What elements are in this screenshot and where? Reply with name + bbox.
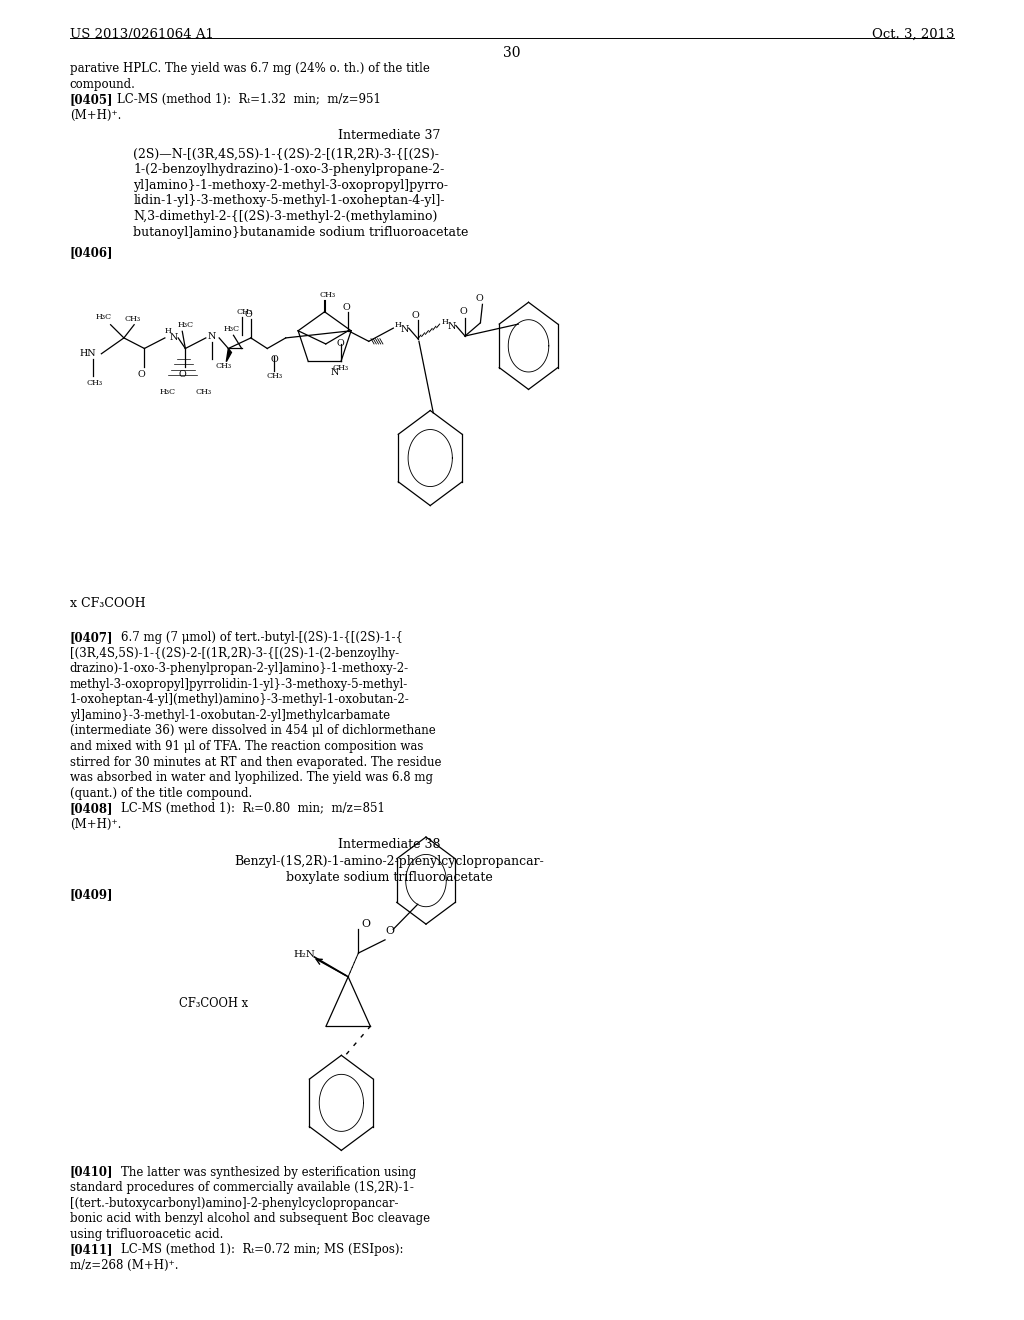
- Text: was absorbed in water and lyophilized. The yield was 6.8 mg: was absorbed in water and lyophilized. T…: [70, 771, 432, 784]
- Text: HN: HN: [80, 350, 96, 358]
- Text: using trifluoroacetic acid.: using trifluoroacetic acid.: [70, 1228, 223, 1241]
- Text: H₃C: H₃C: [177, 321, 194, 329]
- Text: yl]amino}-3-methyl-1-oxobutan-2-yl]methylcarbamate: yl]amino}-3-methyl-1-oxobutan-2-yl]methy…: [70, 709, 390, 722]
- Text: [(tert.-butoxycarbonyl)amino]-2-phenylcyclopropancar-: [(tert.-butoxycarbonyl)amino]-2-phenylcy…: [70, 1197, 398, 1209]
- Text: Intermediate 37: Intermediate 37: [338, 129, 440, 143]
- Text: H: H: [165, 327, 172, 335]
- Text: 1-oxoheptan-4-yl](methyl)amino}-3-methyl-1-oxobutan-2-: 1-oxoheptan-4-yl](methyl)amino}-3-methyl…: [70, 693, 410, 706]
- Text: [0408]: [0408]: [70, 803, 113, 816]
- Text: (intermediate 36) were dissolved in 454 μl of dichlormethane: (intermediate 36) were dissolved in 454 …: [70, 725, 435, 738]
- Text: N: N: [170, 334, 178, 342]
- Text: O: O: [245, 310, 253, 319]
- Text: (M+H)⁺.: (M+H)⁺.: [70, 818, 121, 830]
- Text: drazino)-1-oxo-3-phenylpropan-2-yl]amino}-1-methoxy-2-: drazino)-1-oxo-3-phenylpropan-2-yl]amino…: [70, 663, 409, 675]
- Text: O: O: [336, 339, 344, 348]
- Text: CH₃: CH₃: [333, 364, 349, 372]
- Text: (quant.) of the title compound.: (quant.) of the title compound.: [70, 787, 252, 800]
- Text: CH₃: CH₃: [237, 308, 253, 315]
- Text: [0411]: [0411]: [70, 1243, 113, 1257]
- Text: [0410]: [0410]: [70, 1166, 113, 1179]
- Text: US 2013/0261064 A1: US 2013/0261064 A1: [70, 28, 214, 41]
- Text: N: N: [400, 325, 409, 334]
- Text: O: O: [270, 355, 279, 364]
- Text: CH₃: CH₃: [196, 388, 212, 396]
- Text: H₃C: H₃C: [223, 325, 240, 333]
- Text: O: O: [385, 925, 394, 936]
- Text: stirred for 30 minutes at RT and then evaporated. The residue: stirred for 30 minutes at RT and then ev…: [70, 755, 441, 768]
- Text: yl]amino}-1-methoxy-2-methyl-3-oxopropyl]pyrro-: yl]amino}-1-methoxy-2-methyl-3-oxopropyl…: [133, 180, 449, 191]
- Text: N: N: [331, 368, 339, 378]
- Text: 6.7 mg (7 μmol) of tert.-butyl-[(2S)-1-{[(2S)-1-{: 6.7 mg (7 μmol) of tert.-butyl-[(2S)-1-{…: [121, 631, 402, 644]
- Text: standard procedures of commercially available (1S,2R)-1-: standard procedures of commercially avai…: [70, 1181, 414, 1195]
- Text: LC-MS (method 1):  Rₜ=0.80  min;  m/z=851: LC-MS (method 1): Rₜ=0.80 min; m/z=851: [121, 803, 385, 816]
- Text: LC-MS (method 1):  Rₜ=1.32  min;  m/z=951: LC-MS (method 1): Rₜ=1.32 min; m/z=951: [117, 94, 381, 106]
- Text: (2S)—N-[(3R,4S,5S)-1-{(2S)-2-[(1R,2R)-3-{[(2S)-: (2S)—N-[(3R,4S,5S)-1-{(2S)-2-[(1R,2R)-3-…: [133, 148, 439, 161]
- Text: boxylate sodium trifluoroacetate: boxylate sodium trifluoroacetate: [286, 871, 493, 884]
- Text: O: O: [475, 294, 483, 304]
- Text: O: O: [137, 370, 145, 379]
- Text: N: N: [447, 322, 456, 331]
- Text: parative HPLC. The yield was 6.7 mg (24% o. th.) of the title: parative HPLC. The yield was 6.7 mg (24%…: [70, 62, 429, 75]
- Text: N,3-dimethyl-2-{[(2S)-3-methyl-2-(methylamino): N,3-dimethyl-2-{[(2S)-3-methyl-2-(methyl…: [133, 210, 437, 223]
- Text: O: O: [178, 370, 186, 379]
- Text: CF₃COOH x: CF₃COOH x: [179, 997, 249, 1010]
- Text: compound.: compound.: [70, 78, 135, 91]
- Text: CH₃: CH₃: [215, 362, 231, 370]
- Text: and mixed with 91 μl of TFA. The reaction composition was: and mixed with 91 μl of TFA. The reactio…: [70, 741, 423, 752]
- Text: 30: 30: [503, 46, 521, 61]
- Text: CH₃: CH₃: [319, 290, 336, 298]
- Text: m/z=268 (M+H)⁺.: m/z=268 (M+H)⁺.: [70, 1259, 178, 1272]
- Text: Benzyl-(1S,2R)-1-amino-2-phenylcyclopropancar-: Benzyl-(1S,2R)-1-amino-2-phenylcycloprop…: [234, 855, 544, 869]
- Text: [0405]: [0405]: [70, 94, 113, 106]
- Text: The latter was synthesized by esterification using: The latter was synthesized by esterifica…: [121, 1166, 416, 1179]
- Text: LC-MS (method 1):  Rₜ=0.72 min; MS (ESIpos):: LC-MS (method 1): Rₜ=0.72 min; MS (ESIpo…: [121, 1243, 403, 1257]
- Text: CH₃: CH₃: [266, 372, 283, 380]
- Text: [0406]: [0406]: [70, 246, 113, 259]
- Text: (M+H)⁺.: (M+H)⁺.: [70, 108, 121, 121]
- Text: Oct. 3, 2013: Oct. 3, 2013: [871, 28, 954, 41]
- Text: O: O: [361, 919, 371, 929]
- Text: H₃C: H₃C: [160, 388, 176, 396]
- Text: butanoyl]amino}butanamide sodium trifluoroacetate: butanoyl]amino}butanamide sodium trifluo…: [133, 226, 469, 239]
- Text: CH₃: CH₃: [86, 379, 102, 387]
- Text: [(3R,4S,5S)-1-{(2S)-2-[(1R,2R)-3-{[(2S)-1-(2-benzoylhy-: [(3R,4S,5S)-1-{(2S)-2-[(1R,2R)-3-{[(2S)-…: [70, 647, 398, 660]
- Text: bonic acid with benzyl alcohol and subsequent Boc cleavage: bonic acid with benzyl alcohol and subse…: [70, 1212, 430, 1225]
- Text: [0409]: [0409]: [70, 888, 113, 902]
- Text: H: H: [394, 322, 401, 330]
- Text: H: H: [441, 318, 449, 326]
- Text: O: O: [412, 312, 420, 321]
- Polygon shape: [226, 348, 231, 362]
- Text: O: O: [460, 308, 468, 317]
- Text: CH₃: CH₃: [125, 315, 141, 323]
- Text: H₃C: H₃C: [95, 313, 112, 321]
- Text: N: N: [208, 333, 216, 341]
- Text: [0407]: [0407]: [70, 631, 113, 644]
- Text: Intermediate 38: Intermediate 38: [338, 838, 440, 851]
- Text: O: O: [342, 304, 350, 313]
- Text: 1-(2-benzoylhydrazino)-1-oxo-3-phenylpropane-2-: 1-(2-benzoylhydrazino)-1-oxo-3-phenylpro…: [133, 164, 444, 177]
- Text: x CF₃COOH: x CF₃COOH: [70, 597, 145, 610]
- Text: H₂N: H₂N: [294, 950, 315, 958]
- Text: methyl-3-oxopropyl]pyrrolidin-1-yl}-3-methoxy-5-methyl-: methyl-3-oxopropyl]pyrrolidin-1-yl}-3-me…: [70, 677, 408, 690]
- Text: lidin-1-yl}-3-methoxy-5-methyl-1-oxoheptan-4-yl]-: lidin-1-yl}-3-methoxy-5-methyl-1-oxohept…: [133, 194, 444, 207]
